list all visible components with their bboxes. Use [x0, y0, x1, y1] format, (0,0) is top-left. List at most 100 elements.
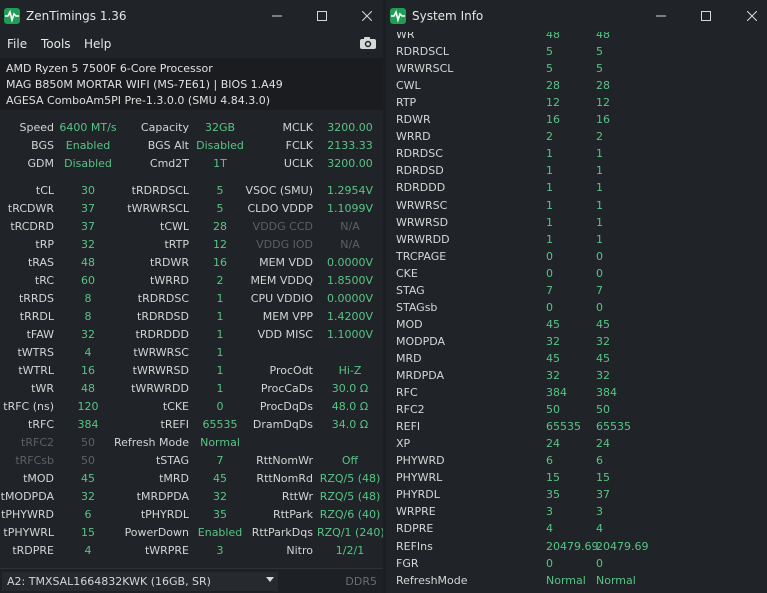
sysinfo-row[interactable]: RDRDSC 1 1	[386, 147, 767, 164]
close-button[interactable]	[353, 4, 381, 28]
timing-label: tWRPRE	[144, 544, 189, 557]
sysinfo-row[interactable]: WRPRE 3 3	[386, 505, 767, 522]
sysinfo-row[interactable]: WRRD 2 2	[386, 130, 767, 147]
sysinfo-row[interactable]: CWL 28 28	[386, 79, 767, 96]
sysinfo-row-name: TRCPAGE	[396, 249, 447, 263]
timing-label: tRP	[35, 238, 54, 251]
sysinfo-row[interactable]: RTP 12 12	[386, 96, 767, 113]
sysinfo-row-value-2: 12	[596, 96, 610, 110]
sysinfo-row[interactable]: WRWRDD 1 1	[386, 233, 767, 250]
caret-down-icon	[266, 577, 274, 582]
sysinfo-row-value-2: 50	[596, 403, 610, 417]
close-button[interactable]	[738, 4, 766, 28]
timing-value: 1	[216, 382, 224, 395]
sysinfo-row-value-1: 384	[546, 386, 567, 400]
sysinfo-titlebar[interactable]: System Info	[386, 0, 767, 32]
sysinfo-row[interactable]: XP 24 24	[386, 437, 767, 454]
sysinfo-row[interactable]: MODPDA 32 32	[386, 335, 767, 352]
sysinfo-row-value-1: 1	[546, 215, 553, 229]
timing-label: RttWr	[281, 490, 313, 503]
sysinfo-row[interactable]: WRWRSC 1 1	[386, 199, 767, 216]
timing-value: 1	[216, 328, 224, 341]
zentimings-titlebar[interactable]: ZenTimings 1.36	[0, 0, 383, 32]
sysinfo-row[interactable]: MOD 45 45	[386, 318, 767, 335]
timing-value: RZQ/5 (48)	[319, 472, 381, 485]
sysinfo-row-value-2: 3	[596, 505, 603, 519]
timing-value: 4	[84, 346, 92, 359]
sysinfo-row-value-1: 28	[546, 79, 560, 93]
timing-label: RttPark	[272, 508, 313, 521]
sysinfo-row[interactable]: REFI 65535 65535	[386, 420, 767, 437]
sysinfo-row[interactable]: TRCPAGE 0 0	[386, 250, 767, 267]
maximize-button[interactable]	[308, 4, 336, 28]
timing-value: 2	[216, 274, 224, 287]
sysinfo-row[interactable]: WRWRSD 1 1	[386, 216, 767, 233]
sysinfo-row[interactable]: WR 48 48	[386, 32, 767, 45]
timing-label: DramDqDs	[252, 418, 313, 431]
dimm-select[interactable]: A2: TMXSAL1664832KWK (16GB, SR)	[2, 572, 278, 591]
sysinfo-list[interactable]: WR 48 48 RDRDSCL 5 5 WRWRSCL 5 5 CWL 28 28 RTP 12 12 RD…	[386, 32, 767, 593]
sysinfo-row[interactable]: REFIns 20479.69 20479.69	[386, 540, 767, 557]
sysinfo-row[interactable]: RFC2 50 50	[386, 403, 767, 420]
sysinfo-row-value-1: 20479.69	[546, 539, 599, 553]
timing-label: tRFCsb	[15, 454, 54, 467]
sysinfo-row[interactable]: RefreshMode Normal Normal	[386, 574, 767, 591]
timing-label: Cmd2T	[149, 157, 189, 170]
sysinfo-row[interactable]: RDWR 16 16	[386, 113, 767, 130]
sysinfo-row[interactable]: CKE 0 0	[386, 267, 767, 284]
menu-file[interactable]: File	[7, 37, 28, 51]
timing-label: Refresh Mode	[113, 436, 189, 449]
sysinfo-row[interactable]: FGR 0 0	[386, 557, 767, 574]
timing-value: 50	[81, 454, 95, 467]
timing-label: tRDWR	[150, 256, 189, 269]
timing-value: 120	[77, 400, 99, 413]
sysinfo-row[interactable]: RDRDDD 1 1	[386, 181, 767, 198]
timing-label: tFAW	[26, 328, 54, 341]
sysinfo-row-value-1: 5	[546, 45, 553, 59]
minimize-button[interactable]	[647, 4, 675, 28]
timing-value: 3	[216, 544, 224, 557]
timing-label: tMRD	[159, 472, 189, 485]
sysinfo-row[interactable]: PHYRDL 35 37	[386, 488, 767, 505]
sysinfo-row-value-1: 7	[546, 283, 553, 297]
menu-tools[interactable]: Tools	[41, 37, 71, 51]
timing-value: 32	[81, 328, 95, 341]
sysinfo-row-value-1: 0	[546, 266, 553, 280]
sysinfo-row[interactable]: STAG 7 7	[386, 284, 767, 301]
sysinfo-row-value-2: 37	[596, 488, 610, 502]
timing-value: 6	[84, 508, 92, 521]
sysinfo-row[interactable]: PHYWRD 6 6	[386, 454, 767, 471]
timing-value: 45	[81, 472, 95, 485]
sysinfo-row[interactable]: MRDPDA 32 32	[386, 369, 767, 386]
sysinfo-row[interactable]: RDPRE 4 4	[386, 522, 767, 539]
timing-label: tRDRDSD	[137, 310, 189, 323]
sysinfo-row[interactable]: MRD 45 45	[386, 352, 767, 369]
timing-value: Enabled	[197, 526, 243, 539]
sysinfo-row-name: WRWRSCL	[396, 62, 454, 76]
timing-label: UCLK	[283, 157, 313, 170]
sysinfo-row-value-2: 65535	[596, 420, 631, 434]
sysinfo-row-name: RDRDSD	[396, 164, 444, 178]
sysinfo-row-value-1: 32	[546, 369, 560, 382]
sysinfo-row[interactable]: WRWRSCL 5 5	[386, 62, 767, 79]
sysinfo-row-value-1: 50	[546, 403, 560, 417]
close-icon	[362, 11, 372, 21]
timing-label: tRC	[34, 274, 54, 287]
sysinfo-row-value-2: 45	[596, 351, 610, 365]
sysinfo-row[interactable]: RDRDSCL 5 5	[386, 45, 767, 62]
sysinfo-row-value-2: 32	[596, 334, 610, 348]
screenshot-button[interactable]	[359, 36, 377, 52]
maximize-button[interactable]	[692, 4, 720, 28]
timing-value: 65535	[202, 418, 238, 431]
menu-help[interactable]: Help	[84, 37, 112, 51]
sysinfo-row-value-1: 6	[546, 454, 553, 468]
sysinfo-row[interactable]: PHYWRL 15 15	[386, 471, 767, 488]
sysinfo-row-name: FGR	[396, 556, 419, 570]
timing-label: tCWL	[160, 220, 189, 233]
sysinfo-row-name: WRWRSC	[396, 198, 448, 212]
sysinfo-row[interactable]: RDRDSD 1 1	[386, 164, 767, 181]
sysinfo-row[interactable]: STAGsb 0 0	[386, 301, 767, 318]
sysinfo-row-value-1: 12	[546, 96, 560, 110]
sysinfo-row[interactable]: RFC 384 384	[386, 386, 767, 403]
minimize-button[interactable]	[263, 4, 291, 28]
